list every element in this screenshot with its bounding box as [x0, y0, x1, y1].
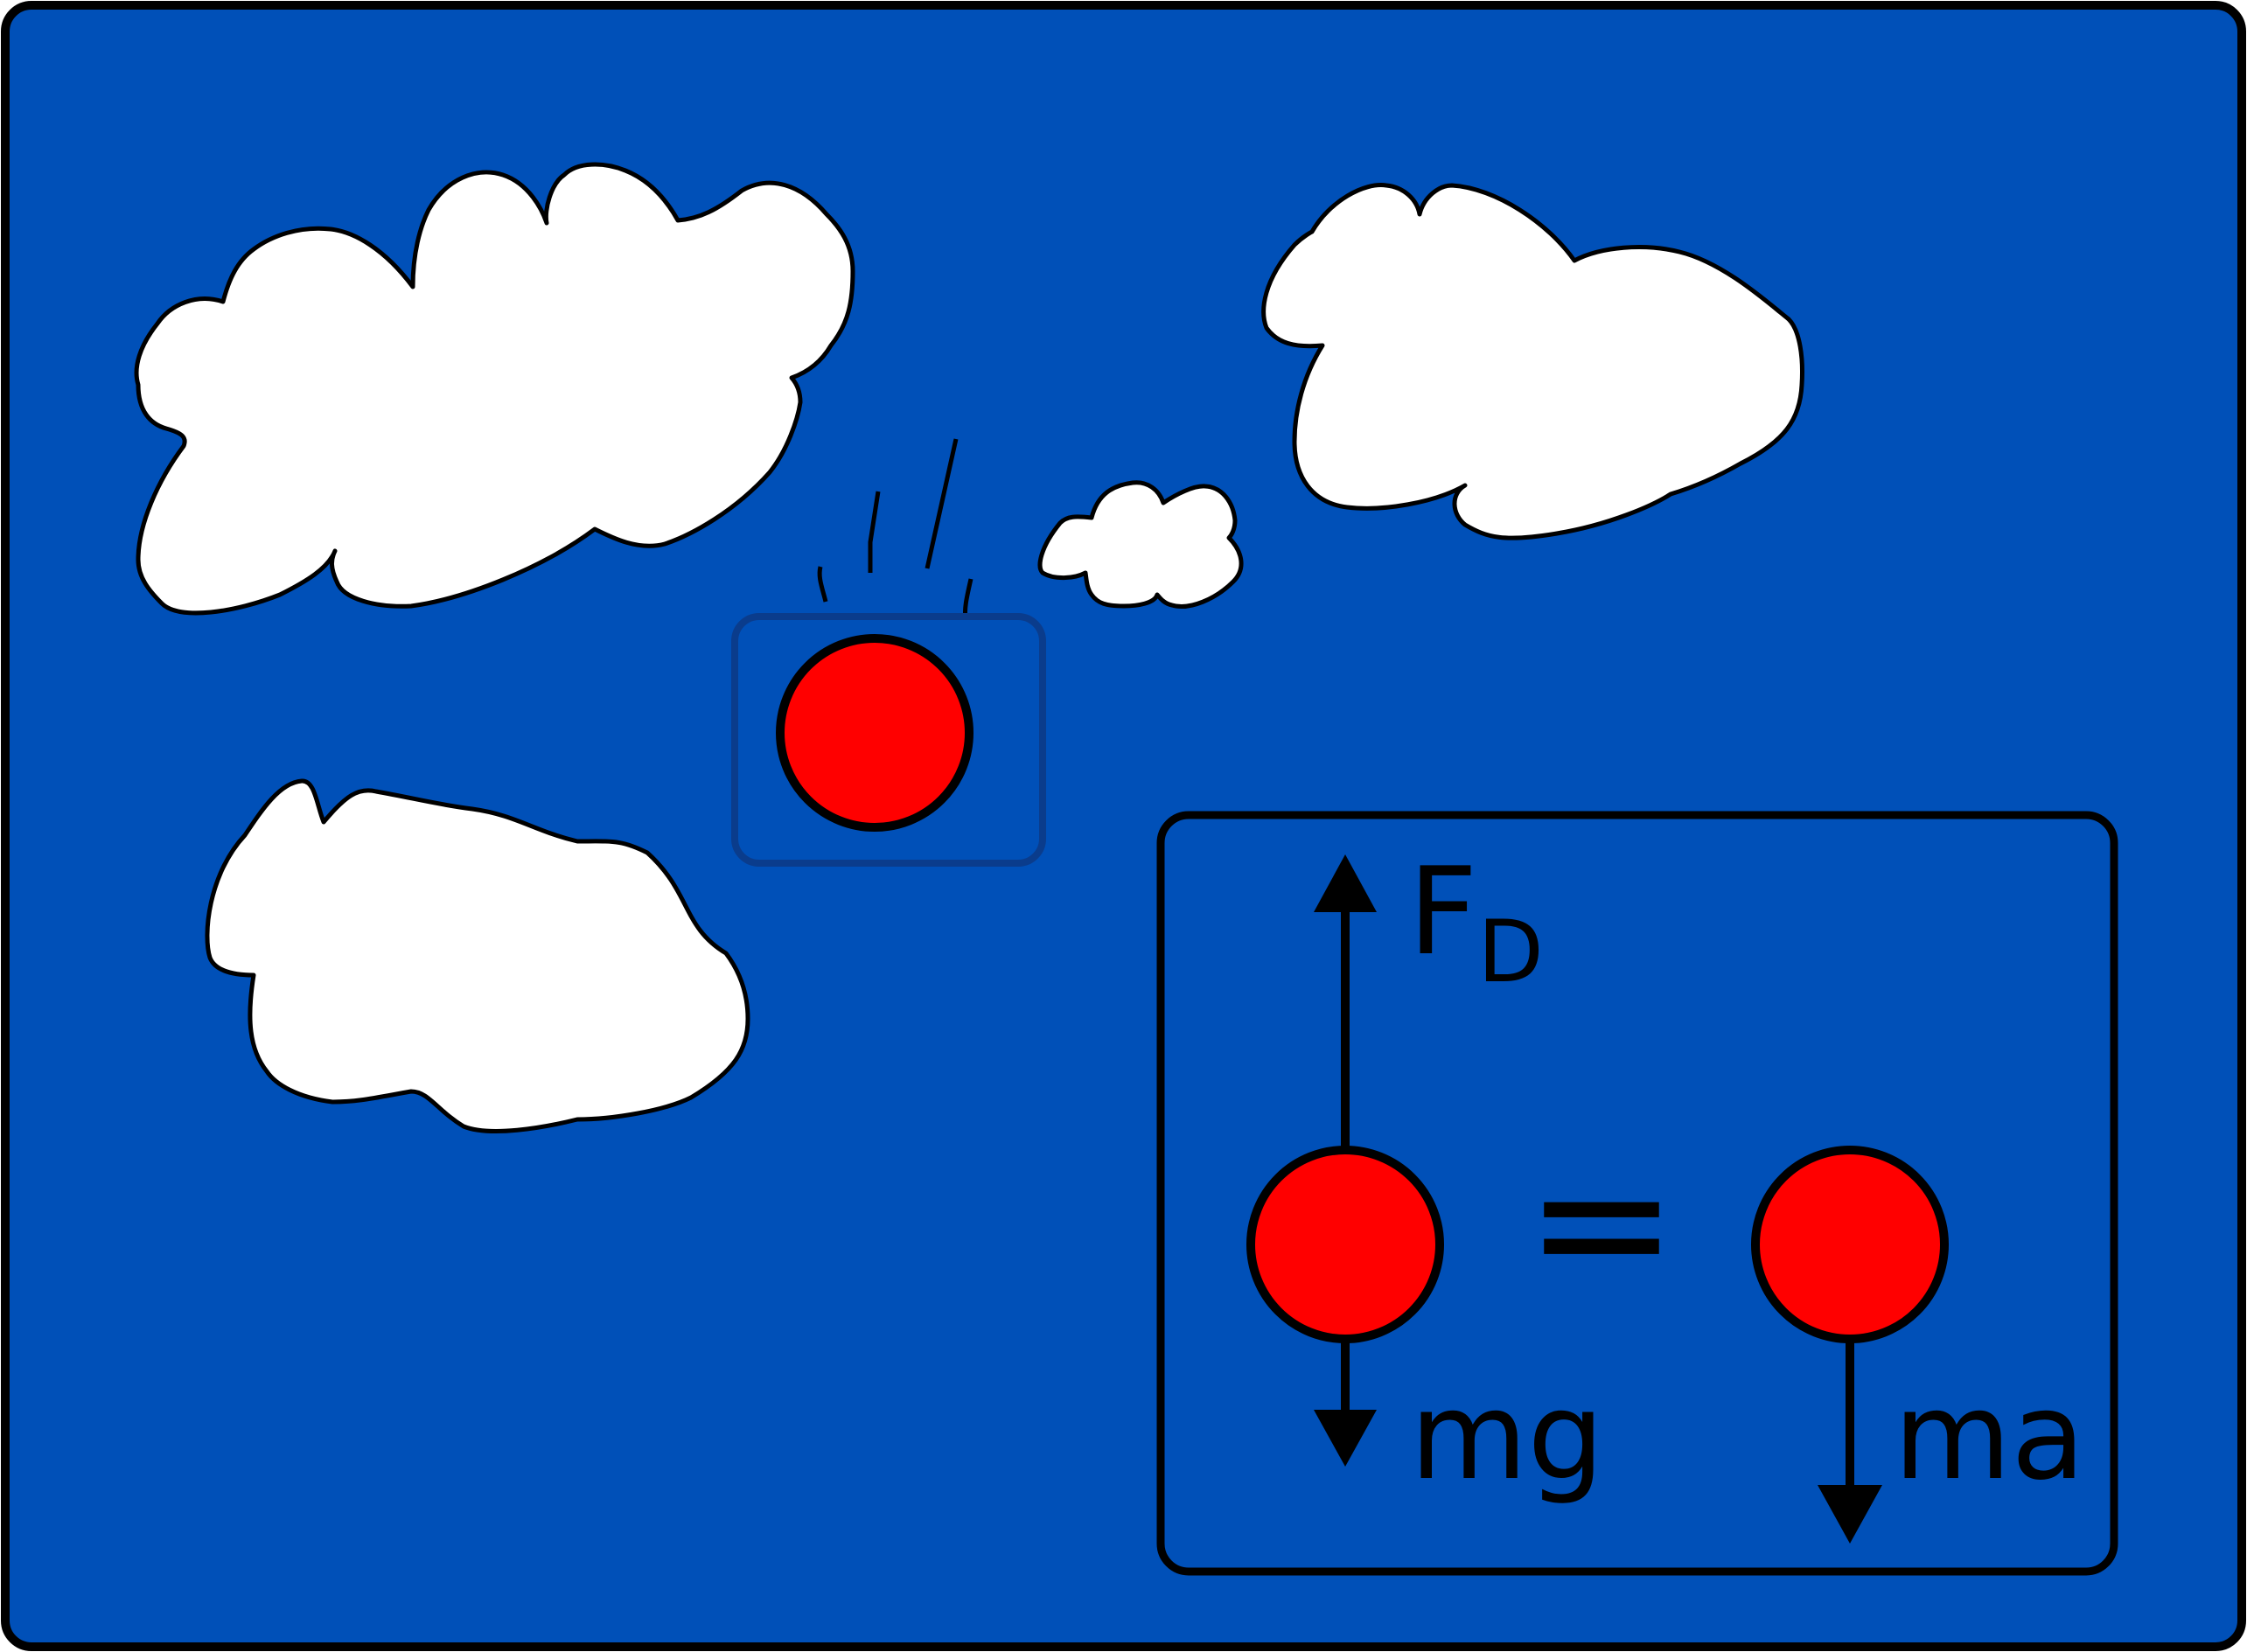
drag-force-label-subscript: D	[1477, 903, 1543, 1002]
free-body-ball-left	[1246, 1146, 1444, 1343]
net-force-arrow	[1818, 1338, 1882, 1544]
free-body-ball-right	[1751, 1146, 1949, 1343]
cloud-top-left	[134, 162, 855, 616]
falling-ball	[776, 634, 973, 832]
drag-force-label: FD	[1408, 841, 1544, 1002]
ball-highlight-frame	[731, 613, 1046, 867]
motion-lines	[817, 438, 973, 620]
net-force-label: ma	[1894, 1366, 2085, 1507]
cloud-bottom-left	[205, 778, 750, 1133]
cloud-top-right	[1261, 183, 1804, 540]
cloud-small	[1037, 480, 1244, 609]
drag-force-label-main: F	[1408, 841, 1477, 982]
free-body-panel	[1156, 811, 2118, 1576]
equals-sign: =	[1525, 1115, 1678, 1329]
drag-force-arrow	[1314, 854, 1377, 1153]
weight-arrow	[1314, 1338, 1377, 1467]
weight-label: mg	[1410, 1366, 1604, 1507]
